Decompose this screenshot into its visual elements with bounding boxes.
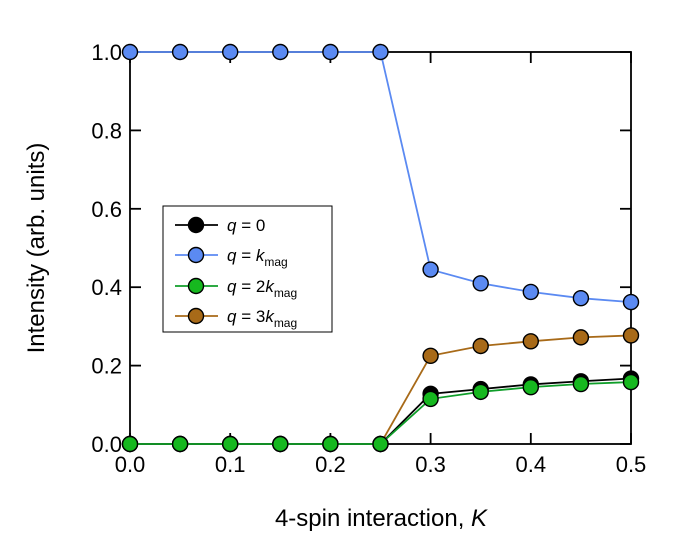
- series-3-point-9: [572, 329, 590, 346]
- legend-label-1: q = kmag: [227, 246, 288, 269]
- series-1-point-3: [272, 43, 289, 61]
- series-1-point-2: [221, 43, 239, 61]
- series-1-point-5: [372, 43, 389, 61]
- series-2-point-10: [622, 373, 640, 391]
- x-tick-label-3: 0.3: [415, 452, 446, 477]
- legend-label-0: q = 0: [227, 216, 265, 235]
- y-tick-label-2: 0.4: [91, 275, 122, 300]
- series-3-point-6: [422, 347, 439, 364]
- series-2-point-9: [572, 375, 590, 393]
- series-3-point-8: [522, 333, 539, 350]
- series-2-point-0: [121, 435, 139, 453]
- series-line-2: [130, 381, 632, 445]
- series-2-point-1: [171, 435, 189, 453]
- x-axis-label: 4-spin interaction, K: [275, 505, 488, 532]
- series-2-point-3: [272, 435, 289, 453]
- series-1-point-6: [422, 261, 439, 278]
- series-2-point-6: [422, 390, 439, 408]
- series-1-point-0: [121, 43, 139, 61]
- series-line-0: [130, 377, 632, 445]
- legend: q = 0 q = kmag q = 2kmag q = 3kmag: [162, 205, 333, 333]
- y-tick-label-0: 0.0: [91, 432, 122, 457]
- legend-label-3: q = 3kmag: [227, 307, 297, 330]
- legend-label-2: q = 2kmag: [227, 277, 297, 300]
- series-2-point-5: [372, 435, 389, 453]
- series-2-point-4: [322, 435, 339, 453]
- x-tick-label-2: 0.2: [315, 452, 346, 477]
- legend-marker-2: [187, 277, 205, 295]
- series-3-point-7: [472, 337, 489, 355]
- y-axis-label: Intensity (arb. units): [23, 143, 50, 354]
- series-2-point-8: [522, 378, 539, 396]
- series-layer: [121, 43, 640, 453]
- series-1-point-9: [572, 289, 590, 307]
- series-2-point-2: [221, 435, 239, 453]
- series-1-point-8: [522, 283, 539, 301]
- series-line-3: [130, 334, 632, 445]
- y-tick-label-3: 0.6: [91, 197, 122, 222]
- series-1-point-1: [171, 43, 189, 61]
- series-1-point-7: [472, 275, 489, 292]
- x-tick-label-4: 0.4: [516, 452, 547, 477]
- legend-marker-0: [187, 216, 205, 234]
- x-tick-label-1: 0.1: [215, 452, 246, 477]
- y-tick-label-4: 0.8: [91, 118, 122, 143]
- legend-marker-3: [187, 307, 205, 325]
- series-1-point-4: [322, 43, 339, 61]
- x-tick-label-5: 0.5: [616, 452, 647, 477]
- y-tick-label-1: 0.2: [91, 354, 122, 379]
- y-tick-label-5: 1.0: [91, 40, 122, 65]
- x-tick-label-0: 0.0: [115, 452, 146, 477]
- legend-marker-1: [187, 246, 205, 264]
- axis-ticks: 0.0 0.1 0.2 0.3 0.4 0.5 0.0 0.2 0.4 0.6 0.8 1.0: [91, 40, 646, 477]
- series-1-point-10: [622, 293, 640, 311]
- series-3-point-10: [622, 327, 640, 344]
- series-2-point-7: [472, 383, 489, 401]
